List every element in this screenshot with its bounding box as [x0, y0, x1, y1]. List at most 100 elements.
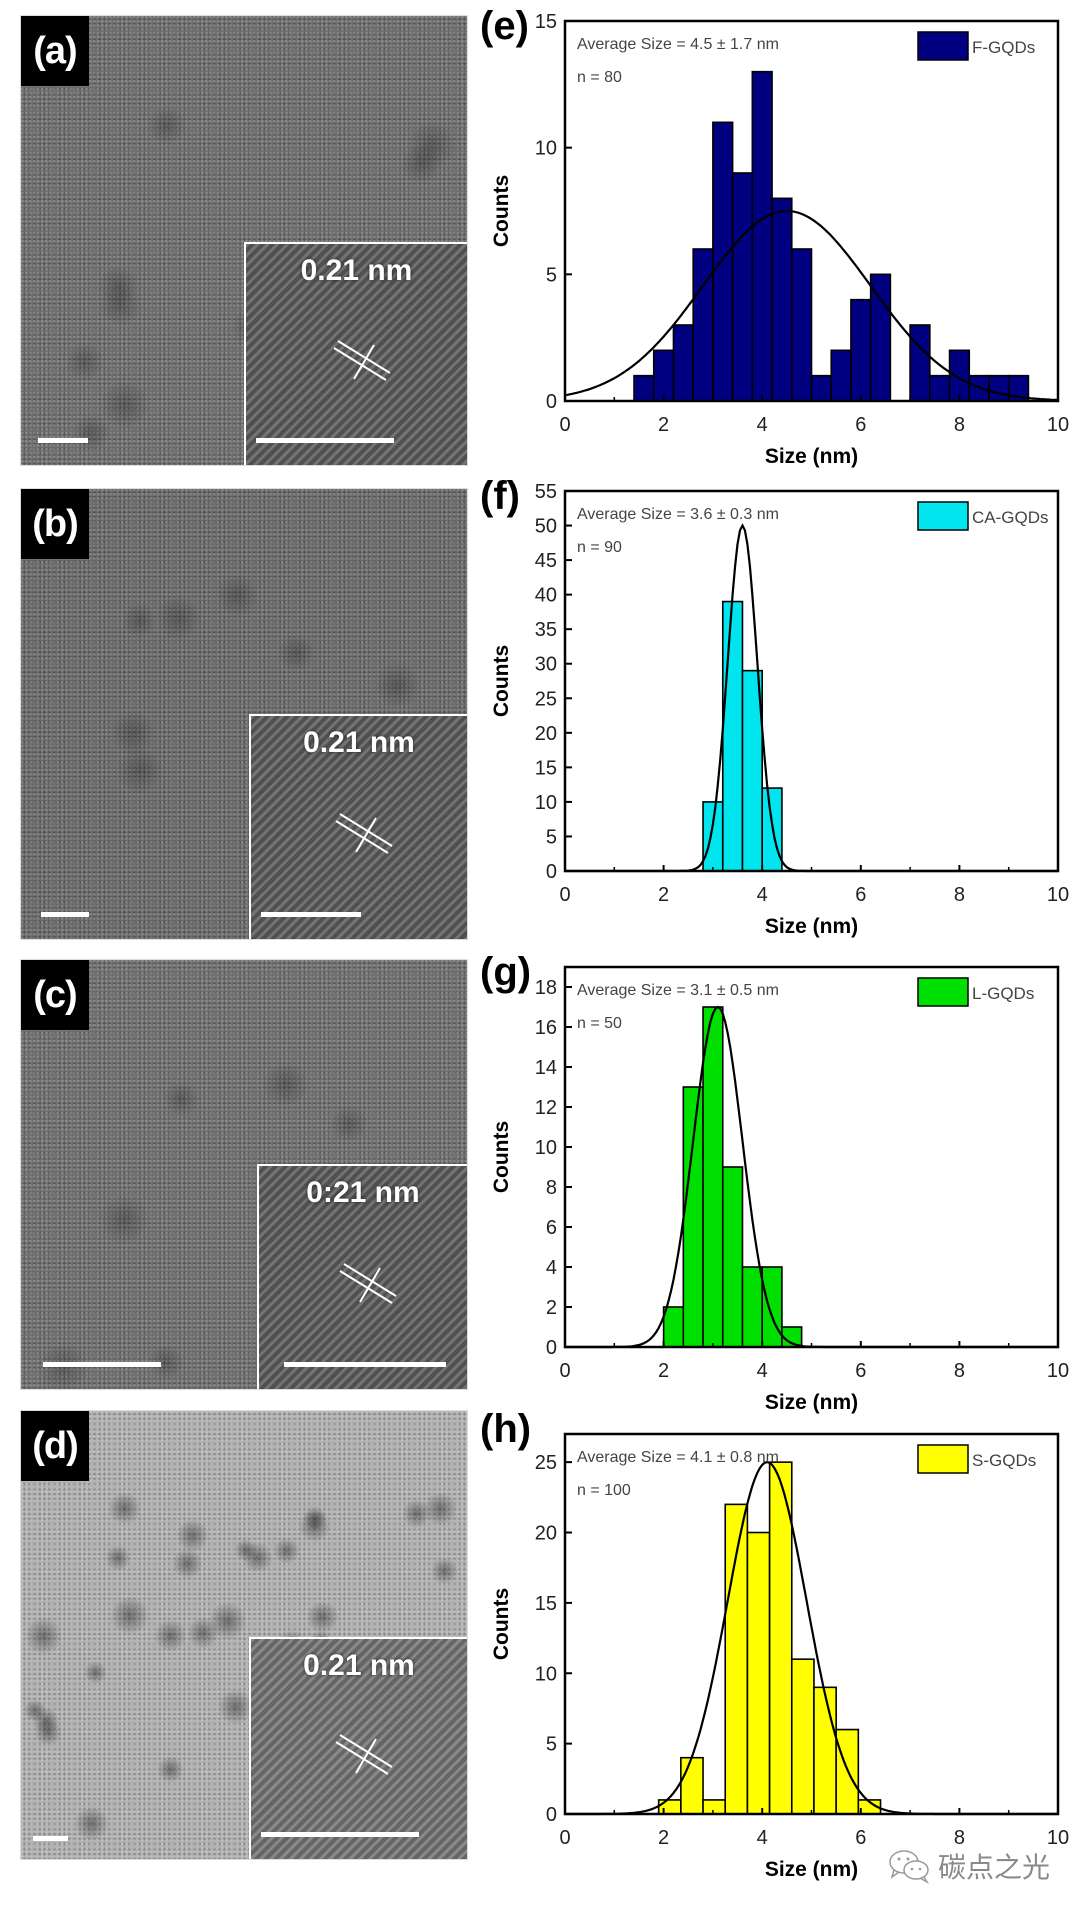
panel-label: (b): [21, 489, 89, 559]
histogram-bar: [790, 248, 813, 402]
lattice-fringe-marker-icon: [332, 339, 391, 381]
quantum-dot-particle: [407, 120, 458, 171]
quantum-dot-particle: [121, 603, 157, 639]
histogram-plot: 0 2 4 6 8 10 0 2 4 6 8 10 12 14 16 18 Size (nm) Counts Ave…: [490, 965, 1069, 1414]
y-tick-label: 10: [535, 1663, 557, 1685]
watermark: 碳点之光: [888, 1846, 1050, 1886]
histogram-bar: [731, 172, 754, 402]
histogram-bar: [988, 374, 1010, 402]
tem-image-panel-b: (b) 0.21 nm: [20, 488, 468, 940]
y-tick-label: 0: [546, 391, 557, 413]
x-tick-label: 4: [757, 414, 768, 436]
quantum-dot-particle: [100, 379, 150, 430]
y-tick-label: 45: [535, 550, 557, 572]
histogram-bar: [810, 374, 833, 402]
histogram-bar: [721, 600, 744, 872]
stats-annotation: Average Size = 3.1 ± 0.5 nm: [577, 982, 779, 999]
panel-label: (h): [480, 1407, 532, 1451]
lattice-spacing-label: 0.21 nm: [303, 1649, 415, 1682]
y-tick-label: 5: [546, 1734, 557, 1756]
histogram-bar: [869, 273, 892, 402]
x-tick-label: 8: [954, 414, 965, 436]
y-tick-label: 10: [535, 1137, 557, 1159]
x-tick-label: 10: [1047, 884, 1069, 906]
x-axis-label: Size (nm): [765, 445, 858, 468]
quantum-dot-particle: [175, 1518, 210, 1552]
y-axis-label: Counts: [490, 175, 513, 247]
lattice-spacing-label: 0.21 nm: [300, 254, 413, 287]
histogram-bar: [657, 1799, 682, 1815]
x-tick-label: 4: [757, 1360, 768, 1382]
quantum-dot-particle: [157, 1756, 184, 1783]
legend-label: F-GQDs: [972, 38, 1035, 57]
quantum-dot-particle: [98, 1195, 149, 1245]
inset-scale-bar: [284, 1362, 446, 1367]
x-tick-label: 10: [1047, 1827, 1069, 1849]
y-tick-label: 15: [535, 757, 557, 779]
plot-frame: [563, 965, 1060, 1349]
histogram-bar: [761, 1266, 783, 1348]
x-axis-label: Size (nm): [765, 915, 858, 938]
quantum-dot-particle: [306, 1601, 339, 1634]
quantum-dot-particle: [32, 1707, 60, 1734]
x-tick-label: 6: [855, 1360, 866, 1382]
histogram-bar: [850, 298, 872, 402]
histogram-bar: [746, 1531, 771, 1815]
y-tick-label: 5: [546, 264, 557, 286]
wechat-icon: [889, 1850, 930, 1884]
panel-label: (g): [480, 950, 532, 994]
x-tick-label: 0: [559, 1360, 570, 1382]
quantum-dot-particle: [147, 106, 187, 146]
x-axis-label: Size (nm): [765, 1858, 858, 1881]
histogram-bar: [768, 1461, 793, 1815]
stats-annotation: Average Size = 4.1 ± 0.8 nm: [577, 1449, 779, 1466]
quantum-dot-particle: [105, 1545, 132, 1572]
y-tick-label: 0: [546, 1804, 557, 1826]
stats-annotation: n = 50: [577, 1015, 622, 1032]
histogram-bar: [692, 248, 714, 402]
y-tick-label: 20: [535, 1523, 557, 1545]
quantum-dot-particle: [34, 1718, 63, 1747]
y-tick-label: 55: [535, 481, 557, 503]
quantum-dot-particle: [242, 1542, 273, 1574]
histogram-bar: [948, 349, 971, 402]
x-tick-label: 10: [1047, 1360, 1069, 1382]
y-tick-label: 8: [546, 1177, 557, 1199]
histogram-bar: [633, 374, 655, 402]
y-tick-label: 40: [535, 585, 557, 607]
legend-swatch: [917, 977, 969, 1007]
inset-scale-bar: [261, 912, 361, 917]
x-tick-label: 10: [1047, 414, 1069, 436]
quantum-dot-particle: [423, 1491, 458, 1526]
y-tick-label: 0: [546, 1337, 557, 1359]
panel-label: (c): [21, 960, 89, 1030]
hrtem-inset: 0.21 nm: [249, 714, 467, 939]
legend-label: S-GQDs: [972, 1451, 1036, 1470]
stats-annotation: n = 80: [577, 69, 622, 86]
quantum-dot-particle: [84, 1661, 107, 1685]
quantum-dot-particle: [24, 1617, 63, 1655]
x-tick-label: 8: [954, 1827, 965, 1849]
scale-bar: [38, 438, 88, 443]
quantum-dot-particle: [430, 1557, 459, 1585]
y-tick-label: 25: [535, 1452, 557, 1474]
quantum-dot-particle: [186, 1617, 219, 1650]
y-tick-label: 15: [535, 11, 557, 33]
histogram-plot: 0 2 4 6 8 10 0 5 10 15 20 25 Size (nm) Counts Average …: [490, 1432, 1069, 1881]
histogram-bar: [830, 349, 852, 402]
histogram-bar: [702, 801, 724, 872]
inset-scale-bar: [256, 438, 394, 443]
y-tick-label: 18: [535, 977, 557, 999]
histogram-l-gqds: (g) 0 2 4 6 8 10 0 2 4 6 8 10 12 14 16 18 Size (nm) Count…: [470, 946, 1080, 1416]
histogram-bar: [790, 1658, 815, 1815]
x-tick-label: 2: [658, 1360, 669, 1382]
panel-label: (f): [480, 474, 520, 518]
x-tick-label: 2: [658, 1827, 669, 1849]
quantum-dot-particle: [116, 746, 165, 795]
y-axis-label: Counts: [490, 1121, 513, 1193]
tem-micrograph: [21, 16, 467, 465]
x-tick-label: 2: [658, 414, 669, 436]
x-tick-label: 2: [658, 884, 669, 906]
x-tick-label: 6: [855, 884, 866, 906]
histogram-bar: [929, 374, 951, 402]
